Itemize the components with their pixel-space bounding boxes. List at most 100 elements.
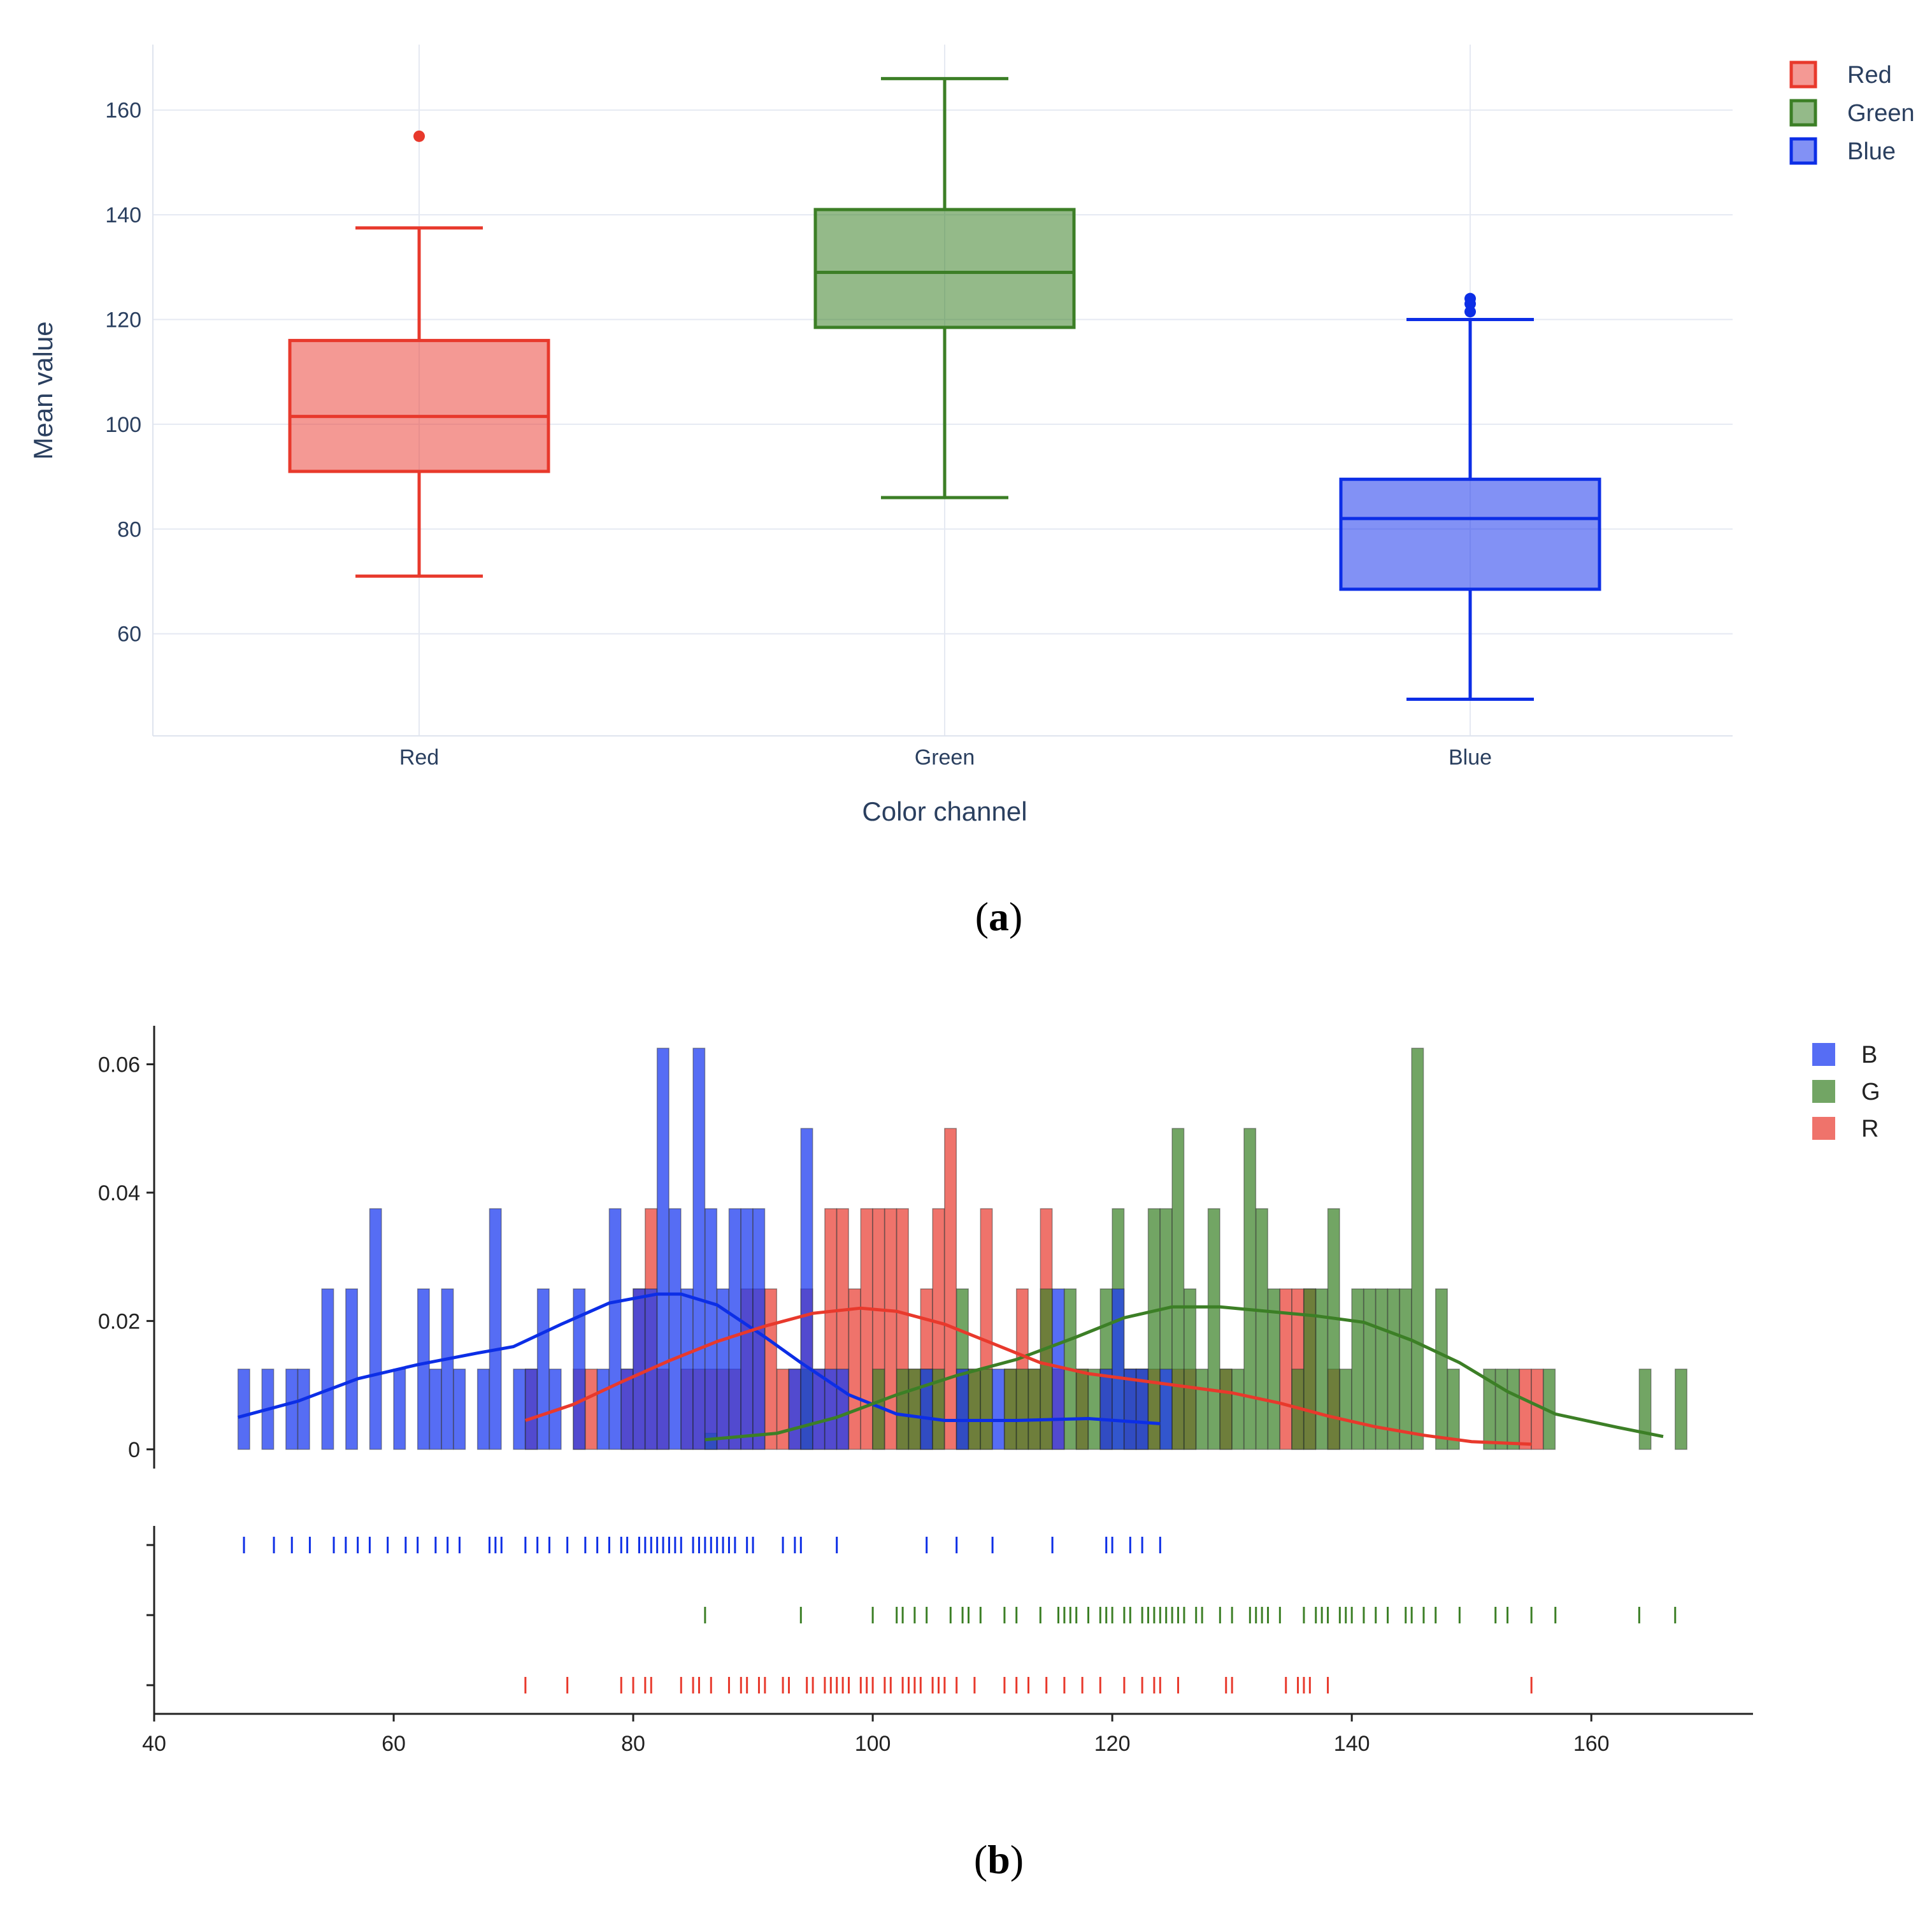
b-y-tick-labels: 0 0.02 0.04 0.06 xyxy=(98,1053,140,1462)
b-histogram-bar xyxy=(1075,1369,1089,1450)
b-histogram-bar xyxy=(513,1369,526,1450)
b-histogram-bar xyxy=(1015,1369,1029,1450)
b-histogram-bar xyxy=(1159,1369,1173,1450)
b-legend-swatch-r xyxy=(1812,1117,1835,1140)
a-y-axis-title: Mean value xyxy=(28,321,58,459)
a-iqr-box xyxy=(288,338,550,473)
b-x-tick-label: 120 xyxy=(1094,1732,1131,1756)
b-histogram-bar xyxy=(1363,1288,1377,1450)
b-histogram-bar xyxy=(1303,1288,1317,1450)
a-y-tick-label: 80 xyxy=(117,517,141,542)
b-histogram-bar xyxy=(1207,1208,1220,1450)
b-histogram-bar xyxy=(321,1288,334,1450)
a-x-tick-label: Green xyxy=(915,745,975,770)
b-histogram-bar xyxy=(633,1288,646,1450)
b-rug-plot xyxy=(243,1537,1677,1693)
b-histogram-bar xyxy=(716,1288,729,1450)
b-histogram-bar xyxy=(1027,1369,1041,1450)
b-x-tick-label: 60 xyxy=(382,1732,406,1756)
b-histogram-bar xyxy=(608,1208,622,1450)
b-histogram-bar xyxy=(1040,1288,1053,1450)
b-histogram-bar xyxy=(908,1369,921,1450)
b-rug-r xyxy=(524,1677,1533,1693)
b-histogram-bar xyxy=(1087,1369,1101,1450)
b-legend-label-b: B xyxy=(1861,1042,1877,1068)
b-histogram-bar xyxy=(1243,1128,1257,1450)
a-x-tick-label: Blue xyxy=(1449,745,1492,770)
a-y-tick-label: 120 xyxy=(105,308,141,333)
b-histogram-bar xyxy=(968,1369,981,1450)
b-histogram-bar xyxy=(1267,1288,1280,1450)
b-histogram-bar xyxy=(824,1369,838,1450)
b-histogram-bar xyxy=(369,1208,382,1450)
b-histogram-bar xyxy=(441,1288,454,1450)
b-x-tick-label: 160 xyxy=(1573,1732,1610,1756)
b-histogram-bar xyxy=(860,1208,873,1450)
b-histogram-bar xyxy=(285,1369,298,1450)
b-histogram-bar xyxy=(1447,1369,1460,1450)
a-legend-swatch-green xyxy=(1789,99,1817,127)
b-histogram-bar xyxy=(536,1288,550,1450)
a-y-tick-label: 60 xyxy=(117,622,141,647)
b-histogram-bar xyxy=(1435,1288,1448,1450)
b-histogram-bar xyxy=(1411,1047,1424,1450)
b-histogram-bar xyxy=(1483,1369,1496,1450)
b-histogram-bar xyxy=(237,1369,250,1450)
b-kde-curves xyxy=(237,1292,1664,1446)
b-histogram-bar xyxy=(1351,1288,1364,1450)
b-histogram-bar xyxy=(1315,1288,1328,1450)
b-histogram-bar xyxy=(1124,1369,1137,1450)
b-histogram-bar xyxy=(1099,1369,1113,1450)
a-axes xyxy=(152,45,1733,737)
b-histogram-bar xyxy=(1171,1128,1185,1450)
b-histogram-bar xyxy=(705,1208,718,1450)
b-histogram-bar xyxy=(1135,1369,1148,1450)
b-histogram-bar xyxy=(489,1208,502,1450)
a-iqr-box xyxy=(1339,477,1601,591)
b-histogram-bar xyxy=(1387,1288,1400,1450)
b-legend-swatch-g xyxy=(1812,1080,1835,1103)
b-histogram-bar xyxy=(1495,1369,1508,1450)
b-histogram-bar xyxy=(812,1369,826,1450)
b-histogram-bar xyxy=(776,1369,789,1450)
b-kde-curve-g xyxy=(705,1305,1664,1442)
b-histogram-bar xyxy=(1195,1369,1208,1450)
b-x-tick-label: 140 xyxy=(1334,1732,1370,1756)
b-x-tick-label: 100 xyxy=(855,1732,891,1756)
b-histogram-bar xyxy=(1219,1369,1233,1450)
a-caption-letter: a xyxy=(989,894,1009,939)
a-x-axis-title: Color channel xyxy=(862,796,1027,826)
b-histogram-bar xyxy=(1231,1369,1245,1450)
b-y-tick-label: 0.02 xyxy=(98,1309,140,1334)
b-histogram-bar xyxy=(345,1288,358,1450)
b-histogram-bar xyxy=(1184,1288,1197,1450)
b-x-tick-labels: 40 60 80 100 120 140 160 xyxy=(142,1732,1609,1756)
a-box-blue xyxy=(1339,292,1601,701)
a-x-tick-label: Red xyxy=(399,745,439,770)
b-histogram-bar xyxy=(620,1369,634,1450)
a-box-red xyxy=(288,130,550,578)
b-caption-letter: b xyxy=(987,1837,1010,1882)
b-histogram-bar xyxy=(1339,1369,1352,1450)
b-kde-curve-r xyxy=(525,1306,1532,1446)
b-histogram-bar xyxy=(680,1288,694,1450)
b-histogram-bar xyxy=(297,1369,310,1450)
a-iqr-box xyxy=(813,208,1076,329)
a-y-tick-labels: 60 80 100 120 140 160 xyxy=(105,99,141,647)
b-histogram-bar xyxy=(884,1208,898,1450)
a-y-tick-label: 100 xyxy=(105,413,141,437)
b-histogram-bar xyxy=(992,1369,1005,1450)
b-histogram-bar xyxy=(393,1369,406,1450)
b-histogram-bar xyxy=(417,1288,430,1450)
b-caption: (b) xyxy=(974,1837,1024,1882)
b-y-tick-label: 0.06 xyxy=(98,1053,140,1077)
b-rug-g xyxy=(704,1607,1677,1623)
b-histogram-bar xyxy=(896,1369,909,1450)
b-histogram-bar xyxy=(836,1369,849,1450)
b-histogram-bar xyxy=(656,1047,669,1450)
b-histogram-bar xyxy=(1112,1288,1125,1450)
b-histogram-bars xyxy=(237,1047,1687,1450)
b-x-tick-label: 80 xyxy=(621,1732,645,1756)
b-x-tick-label: 40 xyxy=(142,1732,166,1756)
